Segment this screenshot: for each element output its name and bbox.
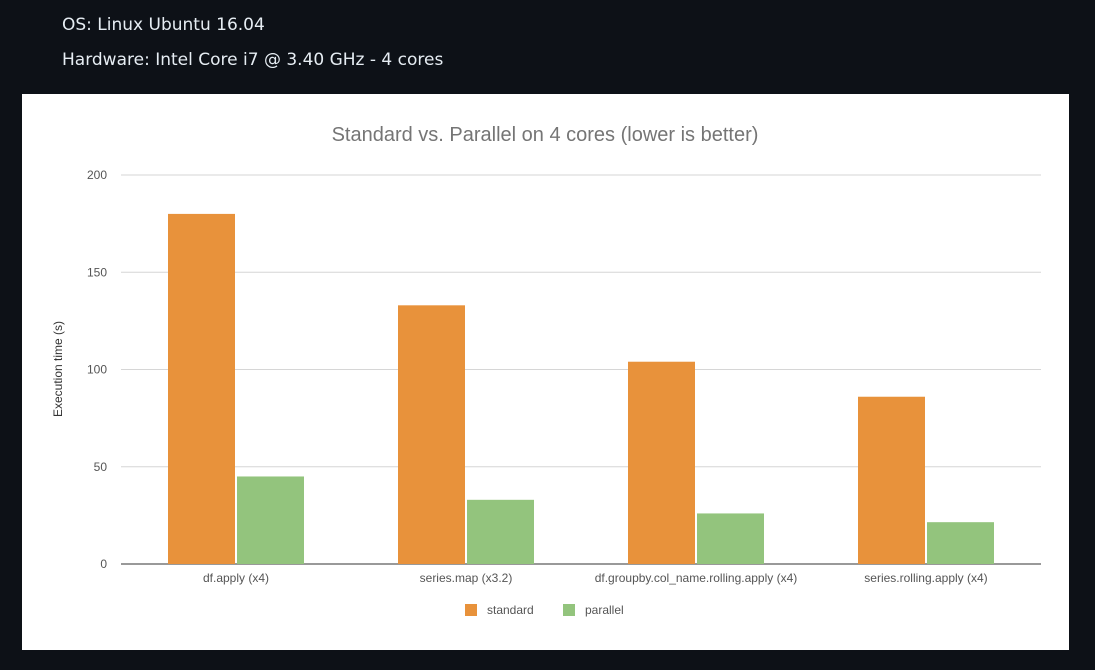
legend-swatch-standard <box>465 604 477 616</box>
y-tick-label: 0 <box>100 557 107 571</box>
hardware-info-text: Hardware: Intel Core i7 @ 3.40 GHz - 4 c… <box>62 50 444 70</box>
y-tick-label: 50 <box>94 460 108 474</box>
x-tick-label: series.rolling.apply (x4) <box>864 571 987 585</box>
x-tick-label: df.groupby.col_name.rolling.apply (x4) <box>595 571 798 585</box>
legend-label-parallel: parallel <box>585 603 624 617</box>
legend: standard parallel <box>465 603 624 617</box>
bar-standard <box>628 361 695 564</box>
bar-standard <box>858 396 925 564</box>
bar-parallel <box>467 499 534 564</box>
bar-chart: Standard vs. Parallel on 4 cores (lower … <box>51 124 1041 617</box>
legend-label-standard: standard <box>487 603 534 617</box>
bar-standard <box>398 305 465 564</box>
y-tick-label: 200 <box>87 168 107 182</box>
bar-standard <box>168 213 235 564</box>
os-info-text: OS: Linux Ubuntu 16.04 <box>62 15 265 35</box>
y-tick-label: 100 <box>87 363 107 377</box>
chart-panel: Standard vs. Parallel on 4 cores (lower … <box>22 94 1069 650</box>
bars <box>168 213 994 564</box>
bar-parallel <box>927 522 994 564</box>
y-axis-label: Execution time (s) <box>51 321 65 417</box>
bar-parallel <box>697 513 764 564</box>
y-tick-label: 150 <box>87 265 107 279</box>
x-tick-label: series.map (x3.2) <box>420 571 513 585</box>
bar-parallel <box>237 476 304 564</box>
legend-swatch-parallel <box>563 604 575 616</box>
chart-title: Standard vs. Parallel on 4 cores (lower … <box>332 124 759 146</box>
x-tick-label: df.apply (x4) <box>203 571 269 585</box>
category-labels: df.apply (x4) series.map (x3.2) df.groupby… <box>203 571 988 585</box>
